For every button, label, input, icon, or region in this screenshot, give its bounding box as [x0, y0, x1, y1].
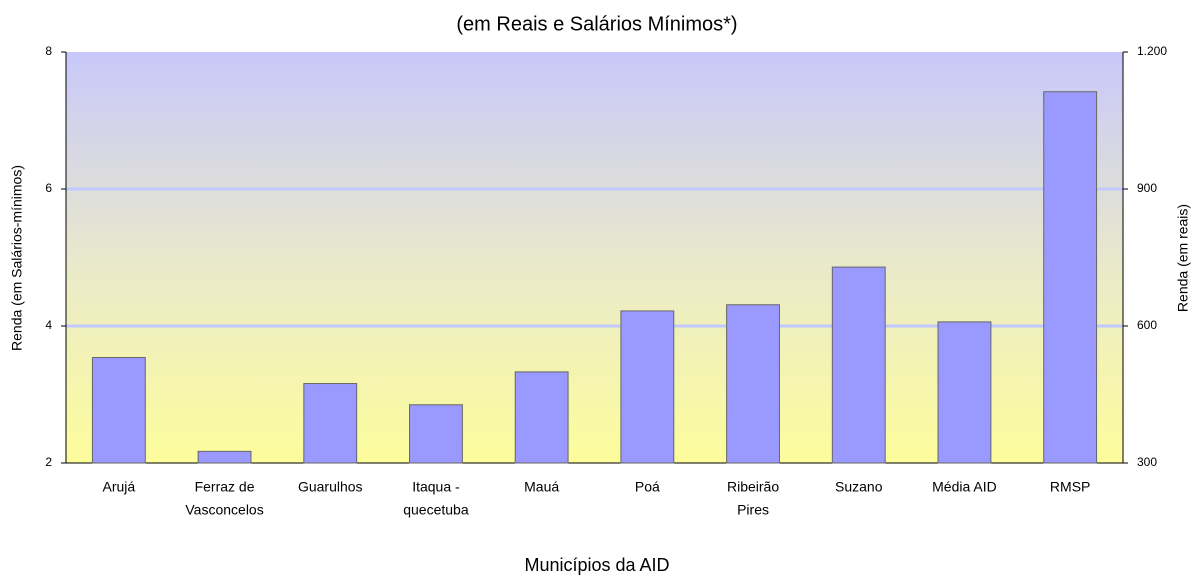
chart-title: (em Reais e Salários Mínimos*): [456, 13, 737, 35]
x-tick-label: Ribeirão: [727, 479, 779, 495]
y2-tick-label: 600: [1137, 318, 1157, 332]
y-tick-label: 8: [45, 44, 52, 58]
bar: [1043, 91, 1098, 464]
x-tick-label: Pires: [737, 502, 769, 518]
x-tick-label: quecetuba: [403, 502, 469, 518]
bar: [937, 321, 992, 464]
y2-axis-title: Renda (em reais): [1175, 204, 1191, 312]
bar: [91, 357, 146, 464]
bar: [620, 310, 675, 464]
x-tick-label: Vasconcelos: [185, 502, 263, 518]
bar: [514, 371, 569, 464]
bar: [831, 266, 886, 464]
x-tick-label: Suzano: [835, 479, 883, 495]
y-tick-label: 6: [45, 181, 52, 195]
x-axis-title: Municípios da AID: [524, 555, 669, 575]
x-tick-label: RMSP: [1050, 479, 1090, 495]
y-tick-label: 4: [45, 318, 52, 332]
bar: [303, 383, 358, 464]
y2-tick-label: 1.200: [1137, 44, 1167, 58]
x-tick-label: Itaqua -: [412, 479, 460, 495]
bar: [197, 450, 252, 464]
bar: [726, 304, 780, 464]
bar: [409, 404, 463, 464]
x-tick-label: Mauá: [524, 479, 559, 495]
y-tick-label: 2: [45, 455, 52, 469]
x-tick-label: Ferraz de: [195, 479, 255, 495]
x-tick-label: Média AID: [932, 479, 997, 495]
x-tick-label: Arujá: [103, 479, 136, 495]
y2-tick-label: 900: [1137, 181, 1157, 195]
y2-tick-label: 300: [1137, 455, 1157, 469]
y-axis-title: Renda (em Salários-mínimos): [9, 165, 25, 351]
x-tick-label: Poá: [635, 479, 660, 495]
x-tick-label: Guarulhos: [298, 479, 363, 495]
